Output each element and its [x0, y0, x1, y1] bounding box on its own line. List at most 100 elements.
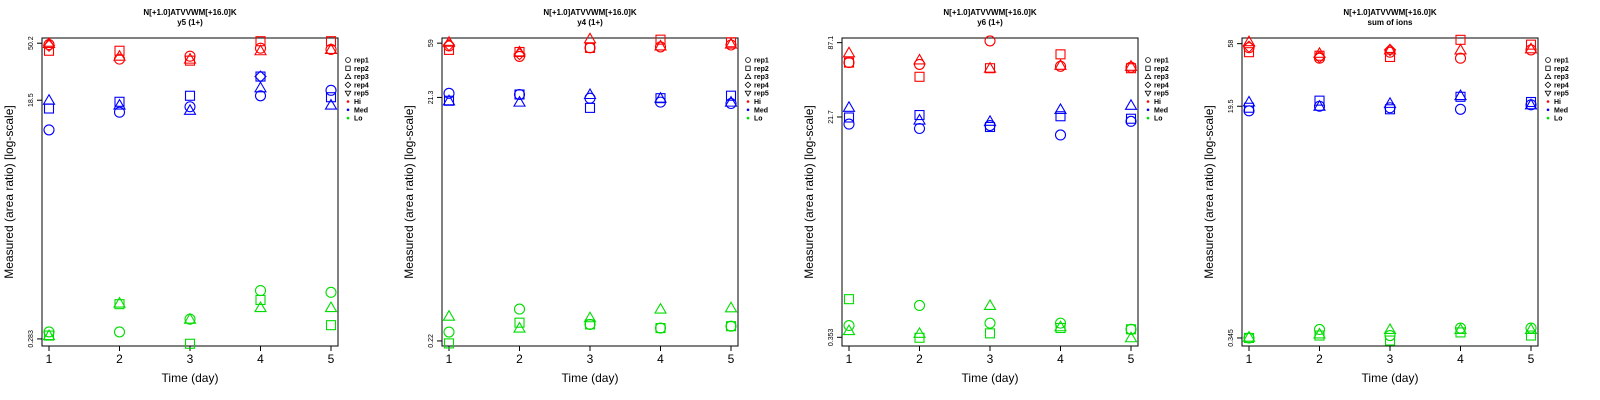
- data-point-med: [113, 98, 126, 110]
- legend-label: Lo: [754, 116, 763, 123]
- data-point-lo: [913, 326, 926, 338]
- data-point-med: [654, 91, 667, 103]
- y-tick-label: 58: [1228, 40, 1235, 48]
- legend-symbol: [1145, 57, 1151, 63]
- data-point-lo: [1124, 331, 1138, 343]
- legend-label: Med: [1154, 107, 1168, 114]
- legend-label: Hi: [354, 99, 361, 106]
- legend-symbol: [1546, 116, 1550, 120]
- data-point-med: [1125, 115, 1137, 127]
- data-point-lo: [114, 299, 125, 310]
- legend-label: rep5: [1154, 91, 1169, 98]
- legend-label: rep1: [354, 58, 369, 65]
- legend-item: rep3: [744, 73, 769, 81]
- data-point-med: [43, 103, 55, 114]
- y-tick-label: 50.2: [28, 36, 35, 50]
- legend-symbol: [744, 90, 752, 97]
- legend-item: rep3: [344, 73, 369, 81]
- legend-item: rep3: [1544, 73, 1569, 81]
- legend-symbol: [746, 108, 750, 112]
- legend-label: Hi: [1154, 99, 1161, 106]
- data-point-hi: [1455, 34, 1466, 45]
- data-point-med: [983, 114, 997, 126]
- legend-label: rep2: [1554, 66, 1569, 73]
- legend-label: rep4: [1154, 82, 1169, 89]
- x-tick-label: 4: [257, 352, 264, 366]
- data-point-hi: [183, 52, 197, 64]
- data-point-lo: [843, 319, 855, 332]
- data-point-hi: [43, 45, 55, 56]
- legend-item: rep4: [1544, 81, 1569, 89]
- data-point-med: [1313, 99, 1326, 111]
- x-tick-label: 5: [1128, 352, 1135, 366]
- data-point-hi: [1055, 49, 1066, 60]
- x-tick-label: 3: [1387, 352, 1394, 366]
- legend-item: Hi: [346, 99, 361, 106]
- data-point-hi: [254, 44, 267, 56]
- legend-item: Lo: [746, 116, 763, 123]
- data-point-lo: [1242, 330, 1256, 342]
- data-point-lo: [584, 318, 596, 330]
- x-tick-label: 5: [728, 352, 735, 366]
- legend-symbol: [1545, 65, 1551, 71]
- legend-label: rep3: [1554, 74, 1569, 81]
- data-point-lo: [513, 321, 526, 333]
- data-point-hi: [724, 37, 738, 49]
- legend-label: rep5: [1554, 91, 1569, 98]
- data-point-hi: [42, 39, 56, 53]
- data-point-med: [325, 92, 337, 103]
- data-point-lo: [654, 322, 667, 334]
- plot-frame: [41, 37, 339, 347]
- x-tick-label: 4: [657, 352, 664, 366]
- y-tick-label: 0.22: [428, 334, 435, 348]
- legend-symbol: [1146, 100, 1150, 103]
- legend-item: rep5: [744, 90, 769, 98]
- data-point-med: [1243, 105, 1255, 117]
- chart-panel-3: N[+1.0]ATVVWM[+16.0]Ky6 (1+) 1 2 3 4 5 Time (d…: [802, 8, 1169, 385]
- x-tick-label: 4: [1457, 352, 1464, 366]
- data-point-med: [1314, 95, 1325, 106]
- legend-label: Lo: [1154, 116, 1163, 123]
- data-point-hi: [983, 61, 997, 73]
- data-point-lo: [1125, 324, 1137, 335]
- x-tick-label: 3: [587, 352, 594, 366]
- x-axis-label: Time (day): [1362, 371, 1419, 385]
- legend-symbol: [1545, 57, 1551, 63]
- legend-item: Med: [346, 107, 368, 114]
- legend-item: rep1: [745, 57, 769, 65]
- data-point-lo: [584, 319, 596, 330]
- data-point-lo: [1314, 330, 1325, 341]
- legend-symbol: [345, 65, 351, 71]
- data-point-med: [43, 124, 55, 136]
- data-point-lo: [42, 328, 56, 341]
- data-point-med: [583, 87, 597, 100]
- x-tick-label: 1: [46, 352, 53, 366]
- x-axis-label: Time (day): [162, 371, 219, 385]
- data-point-hi: [1124, 59, 1138, 71]
- legend-item: rep2: [1545, 65, 1569, 73]
- data-point-med: [443, 87, 455, 99]
- legend-symbol: [1145, 65, 1151, 71]
- data-point-med: [183, 103, 197, 115]
- data-point-med: [843, 118, 855, 130]
- legend-label: Med: [1554, 107, 1568, 114]
- x-tick-label: 2: [116, 352, 123, 366]
- data-point-med: [842, 100, 856, 112]
- legend-item: rep2: [745, 65, 769, 73]
- legend-label: rep4: [754, 82, 769, 89]
- data-point-lo: [514, 317, 525, 328]
- y-tick-label: 19.5: [1228, 99, 1235, 113]
- legend-item: Hi: [746, 99, 761, 106]
- legend-label: rep3: [354, 74, 369, 81]
- data-point-med: [913, 122, 926, 135]
- legend-symbol: [744, 81, 752, 89]
- data-point-med: [324, 98, 338, 110]
- data-point-hi: [1243, 47, 1255, 58]
- data-point-lo: [325, 320, 337, 331]
- legend-label: rep4: [1554, 82, 1569, 89]
- legend-symbol: [346, 108, 350, 112]
- legend-label: Hi: [754, 99, 761, 106]
- legend-item: Med: [1546, 107, 1568, 114]
- data-point-lo: [842, 324, 856, 336]
- data-point-hi: [984, 35, 996, 47]
